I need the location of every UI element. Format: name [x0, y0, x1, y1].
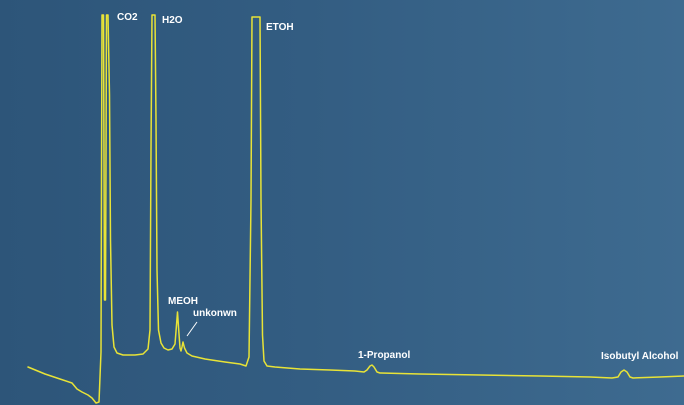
- peak-label-h2o: H2O: [162, 15, 183, 26]
- peak-label-1-propanol: 1-Propanol: [358, 350, 410, 361]
- background-glow: [585, 0, 684, 75]
- peak-label-meoh: MEOH: [168, 296, 198, 307]
- peak-label-unknown: unkonwn: [193, 308, 237, 319]
- unknown-pointer-line: [186, 321, 198, 337]
- peak-label-co2: CO2: [117, 12, 138, 23]
- peak-label-isobutyl-alcohol: Isobutyl Alcohol: [601, 351, 679, 362]
- peak-label-etoh: ETOH: [266, 22, 294, 33]
- chromatogram-trace: [27, 14, 684, 404]
